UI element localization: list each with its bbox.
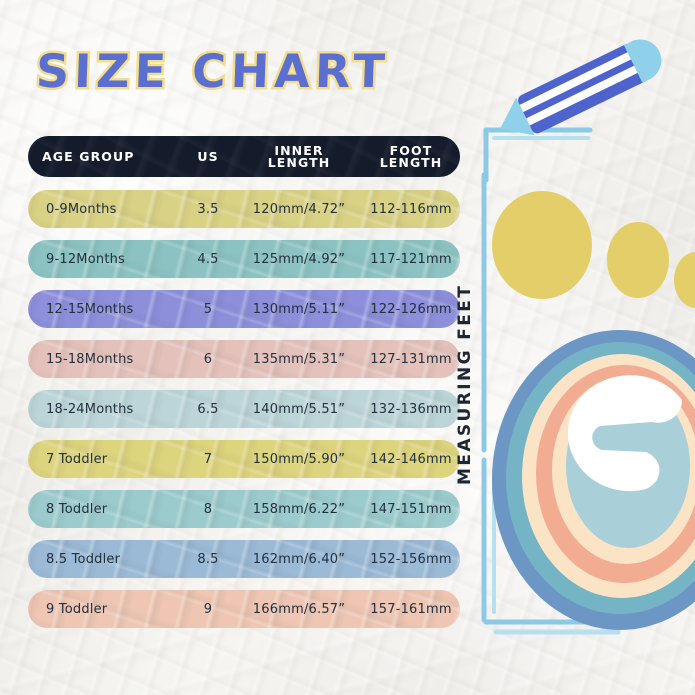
measuring-feet-illustration bbox=[470, 30, 695, 670]
cell-foot-length: 152-156mm bbox=[370, 551, 452, 567]
cell-inner-length: 135mm/5.31” bbox=[252, 351, 346, 367]
size-chart-table: AGE GROUP US INNER LENGTH FOOT LENGTH 0-… bbox=[28, 136, 460, 640]
cell-inner-length: 150mm/5.90” bbox=[252, 451, 346, 467]
table-header-row: AGE GROUP US INNER LENGTH FOOT LENGTH bbox=[28, 136, 460, 177]
cell-foot-length: 157-161mm bbox=[370, 601, 452, 617]
cell-age-group: 15-18Months bbox=[46, 351, 134, 367]
column-header-inner-length: INNER LENGTH bbox=[267, 142, 331, 170]
cell-age-group: 12-15Months bbox=[46, 301, 134, 317]
cell-us: 5 bbox=[203, 301, 213, 317]
cell-foot-length: 117-121mm bbox=[370, 251, 452, 267]
cell-foot-length: 112-116mm bbox=[370, 201, 452, 217]
foot-highlight-icon bbox=[567, 375, 683, 492]
toe-3 bbox=[674, 252, 695, 308]
cell-age-group: 0-9Months bbox=[46, 201, 117, 217]
toes-group-icon bbox=[492, 191, 695, 308]
cell-us: 4.5 bbox=[197, 251, 219, 267]
cell-foot-length: 122-126mm bbox=[370, 301, 452, 317]
cell-inner-length: 130mm/5.11” bbox=[252, 301, 346, 317]
cell-foot-length: 147-151mm bbox=[370, 501, 452, 517]
cell-inner-length: 166mm/6.57” bbox=[252, 601, 346, 617]
cell-us: 9 bbox=[203, 601, 213, 617]
cell-us: 6.5 bbox=[197, 401, 219, 417]
cell-us: 3.5 bbox=[197, 201, 219, 217]
table-row: 9 Toddler 9 166mm/6.57” 157-161mm bbox=[28, 590, 460, 628]
cell-us: 8 bbox=[203, 501, 213, 517]
cell-inner-length: 140mm/5.51” bbox=[252, 401, 346, 417]
cell-inner-length: 162mm/6.40” bbox=[252, 551, 346, 567]
cell-age-group: 7 Toddler bbox=[46, 451, 108, 467]
cell-foot-length: 127-131mm bbox=[370, 351, 452, 367]
column-header-foot-length: FOOT LENGTH bbox=[379, 142, 443, 170]
cell-age-group: 8.5 Toddler bbox=[46, 551, 121, 567]
table-row: 7 Toddler 7 150mm/5.90” 142-146mm bbox=[28, 440, 460, 478]
pencil-icon bbox=[500, 39, 662, 136]
cell-us: 6 bbox=[203, 351, 213, 367]
cell-us: 8.5 bbox=[197, 551, 219, 567]
cell-us: 7 bbox=[203, 451, 213, 467]
cell-age-group: 18-24Months bbox=[46, 401, 134, 417]
column-header-us: US bbox=[197, 148, 219, 164]
cell-age-group: 9 Toddler bbox=[46, 601, 108, 617]
cell-inner-length: 158mm/6.22” bbox=[252, 501, 346, 517]
cell-foot-length: 132-136mm bbox=[370, 401, 452, 417]
table-rows: 0-9Months 3.5 120mm/4.72” 112-116mm 9-12Mont… bbox=[28, 190, 460, 628]
table-row: 9-12Months 4.5 125mm/4.92” 117-121mm bbox=[28, 240, 460, 278]
table-row: 8.5 Toddler 8.5 162mm/6.40” 152-156mm bbox=[28, 540, 460, 578]
table-row: 15-18Months 6 135mm/5.31” 127-131mm bbox=[28, 340, 460, 378]
column-header-age-group: AGE GROUP bbox=[42, 148, 135, 164]
cell-age-group: 9-12Months bbox=[46, 251, 126, 267]
cell-inner-length: 120mm/4.72” bbox=[252, 201, 346, 217]
table-row: 0-9Months 3.5 120mm/4.72” 112-116mm bbox=[28, 190, 460, 228]
toe-2 bbox=[607, 222, 669, 298]
table-row: 18-24Months 6.5 140mm/5.51” 132-136mm bbox=[28, 390, 460, 428]
table-row: 8 Toddler 8 158mm/6.22” 147-151mm bbox=[28, 490, 460, 528]
cell-foot-length: 142-146mm bbox=[370, 451, 452, 467]
cell-age-group: 8 Toddler bbox=[46, 501, 108, 517]
page-title: SIZE CHART bbox=[33, 42, 394, 101]
cell-inner-length: 125mm/4.92” bbox=[252, 251, 346, 267]
table-row: 12-15Months 5 130mm/5.11” 122-126mm bbox=[28, 290, 460, 328]
toe-1 bbox=[492, 191, 592, 299]
